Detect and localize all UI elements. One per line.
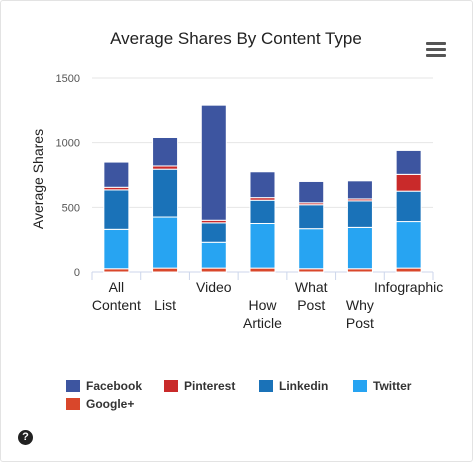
x-tick-label: List (154, 297, 176, 313)
bar-facebook[interactable] (249, 171, 276, 199)
bar-google[interactable] (152, 267, 179, 273)
hamburger-menu-icon[interactable] (426, 42, 446, 60)
bar-facebook[interactable] (298, 180, 325, 204)
bar-twitter[interactable] (298, 228, 325, 270)
x-tick-label: Post (346, 315, 374, 331)
x-tick-label: Why (346, 297, 374, 313)
chart-title: Average Shares By Content Type (110, 29, 362, 48)
y-tick-label: 1500 (56, 73, 80, 85)
bar-twitter[interactable] (346, 226, 373, 270)
legend-item-google[interactable]: Google+ (86, 397, 134, 411)
y-tick-label: 500 (62, 202, 80, 214)
bar-linkedin[interactable] (200, 222, 227, 243)
bar-linkedin[interactable] (395, 190, 422, 223)
legend-swatch[interactable] (353, 380, 367, 392)
legend-item-twitter[interactable]: Twitter (373, 379, 412, 393)
x-tick-label: All (109, 279, 125, 295)
legend-swatch[interactable] (164, 380, 178, 392)
bar-google[interactable] (200, 267, 227, 273)
x-tick-label: Content (92, 297, 141, 313)
bar-twitter[interactable] (152, 216, 179, 269)
bar-twitter[interactable] (103, 228, 130, 270)
legend-swatch[interactable] (259, 380, 273, 392)
bar-facebook[interactable] (200, 104, 227, 221)
bar-google[interactable] (249, 267, 276, 273)
bar-linkedin[interactable] (298, 204, 325, 230)
bar-pinterest[interactable] (395, 173, 422, 192)
bar-linkedin[interactable] (152, 168, 179, 218)
y-tick-label: 0 (74, 267, 80, 279)
legend-item-linkedin[interactable]: Linkedin (279, 379, 328, 393)
x-tick-label: Post (297, 297, 325, 313)
legend-item-pinterest[interactable]: Pinterest (184, 379, 235, 393)
help-circle-icon[interactable]: ? (18, 430, 33, 445)
x-tick-label: Infographic (374, 279, 443, 295)
legend-item-facebook[interactable]: Facebook (86, 379, 142, 393)
x-tick-label: Article (243, 315, 282, 331)
bar-google[interactable] (395, 267, 422, 273)
bar-facebook[interactable] (152, 136, 179, 167)
bar-facebook[interactable] (346, 180, 373, 200)
legend-swatch[interactable] (66, 398, 80, 410)
bar-linkedin[interactable] (103, 189, 130, 230)
bar-twitter[interactable] (395, 221, 422, 269)
bar-twitter[interactable] (249, 223, 276, 269)
bar-linkedin[interactable] (249, 199, 276, 225)
bar-twitter[interactable] (200, 241, 227, 269)
bar-facebook[interactable] (103, 161, 130, 188)
x-tick-label: Video (196, 279, 232, 295)
y-axis-label: Average Shares (30, 129, 46, 229)
y-tick-label: 1000 (56, 138, 80, 150)
legend-swatch[interactable] (66, 380, 80, 392)
x-tick-label: How (248, 297, 277, 313)
bar-facebook[interactable] (395, 149, 422, 175)
bar-linkedin[interactable] (346, 200, 373, 228)
x-tick-label: What (295, 279, 328, 295)
